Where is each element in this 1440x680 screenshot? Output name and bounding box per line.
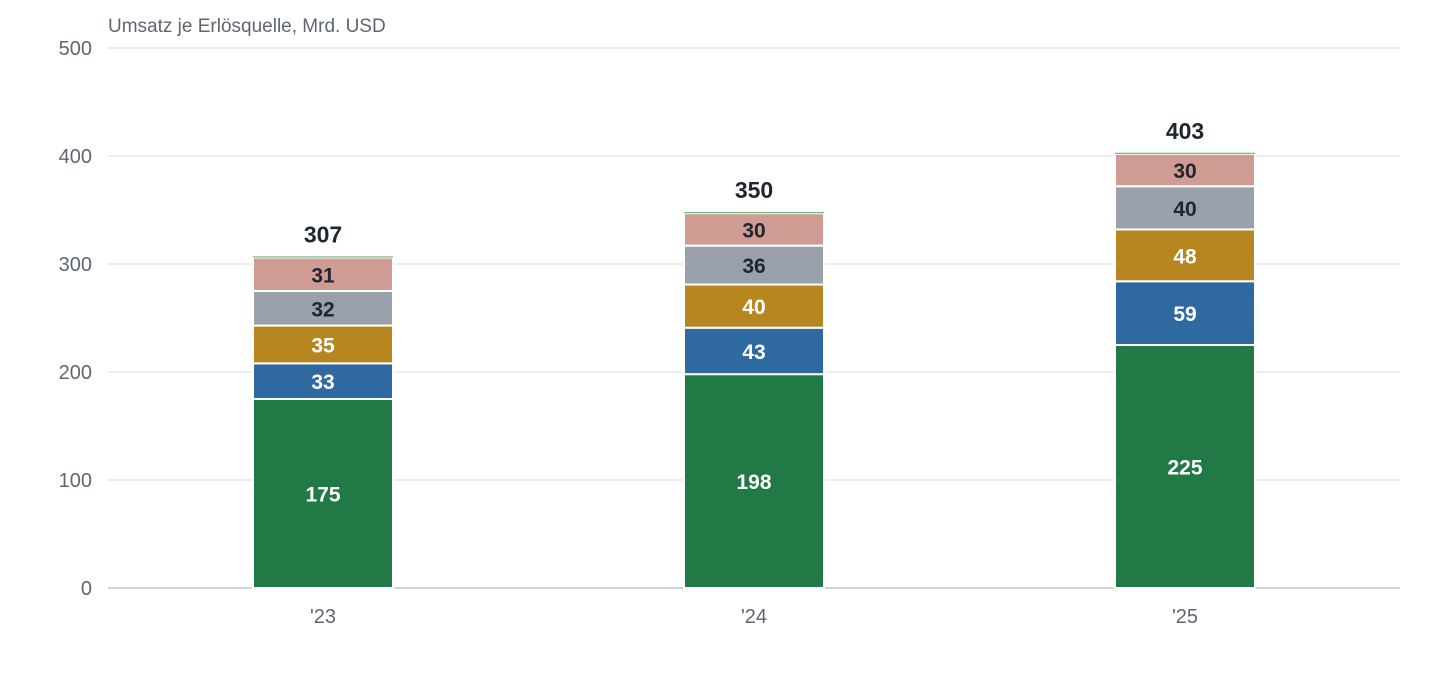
y-tick-label: 200 [59, 362, 92, 384]
segment-value-label: 59 [1173, 303, 1196, 326]
segment-value-label: 43 [742, 341, 765, 364]
bar-segment [684, 212, 824, 214]
chart-title: Umsatz je Erlösquelle, Mrd. USD [108, 16, 386, 37]
bar-segment [252, 398, 394, 589]
total-value-label: 307 [304, 221, 342, 247]
segment-value-label: 31 [311, 264, 335, 287]
segment-value-label: 40 [1173, 198, 1196, 221]
bar-stack: 175 33 35 32 31 307 [252, 221, 394, 589]
bar-segment [1115, 152, 1255, 154]
segment-value-label: 48 [1173, 245, 1197, 268]
x-tick-label: '24 [741, 606, 767, 628]
segment-value-label: 30 [1173, 160, 1196, 183]
bar-segment [1114, 344, 1256, 589]
segment-value-label: 30 [742, 219, 765, 242]
x-axis-ticks: '23 '24 '25 [310, 606, 1198, 628]
bar-segment [253, 256, 393, 258]
y-tick-label: 100 [59, 470, 92, 492]
y-tick-label: 300 [59, 254, 92, 276]
x-tick-label: '23 [310, 606, 336, 628]
bar-segment [683, 326, 825, 376]
total-value-label: 350 [735, 177, 773, 203]
segment-value-label: 33 [311, 371, 334, 394]
segment-value-label: 198 [736, 471, 771, 494]
segment-value-label: 32 [311, 298, 334, 321]
total-value-label: 403 [1166, 118, 1204, 144]
y-axis-ticks: 0 100 200 300 400 500 [59, 38, 92, 600]
segment-value-label: 35 [311, 334, 335, 357]
bar-segment [683, 373, 825, 589]
bar-segment [252, 256, 394, 292]
segment-value-label: 40 [742, 296, 765, 319]
bar-segment [1114, 228, 1256, 283]
bar-segment [1114, 152, 1256, 188]
y-tick-label: 500 [59, 38, 92, 60]
segment-value-label: 225 [1167, 457, 1202, 480]
segment-value-label: 36 [742, 255, 765, 278]
bar-segment [252, 324, 394, 365]
bar-stack: 225 59 48 40 30 403 [1114, 118, 1256, 589]
bar-stack: 198 43 40 36 30 350 [683, 177, 825, 589]
y-tick-label: 0 [81, 578, 92, 600]
bar-segment [683, 283, 825, 329]
bar-segment [683, 212, 825, 247]
segment-value-label: 175 [305, 484, 340, 507]
bars: 175 33 35 32 31 307 198 43 40 36 30 350 225 59 48 40 30 4… [252, 118, 1256, 589]
y-tick-label: 400 [59, 146, 92, 168]
x-tick-label: '25 [1172, 606, 1198, 628]
bar-segment [1114, 185, 1256, 231]
bar-segment [252, 362, 394, 400]
